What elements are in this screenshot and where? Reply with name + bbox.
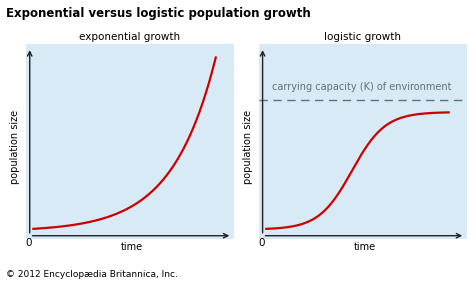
Text: 0: 0 (26, 238, 32, 248)
Text: time: time (121, 242, 143, 252)
Text: © 2012 Encyclopædia Britannica, Inc.: © 2012 Encyclopædia Britannica, Inc. (6, 270, 178, 279)
Text: population size: population size (10, 110, 20, 184)
Text: 0: 0 (258, 238, 265, 248)
Text: Exponential versus logistic population growth: Exponential versus logistic population g… (6, 7, 310, 20)
Text: carrying capacity (K) of environment: carrying capacity (K) of environment (272, 82, 451, 92)
Title: exponential growth: exponential growth (80, 32, 181, 42)
Text: time: time (354, 242, 376, 252)
Title: logistic growth: logistic growth (324, 32, 401, 42)
Text: population size: population size (243, 110, 253, 184)
